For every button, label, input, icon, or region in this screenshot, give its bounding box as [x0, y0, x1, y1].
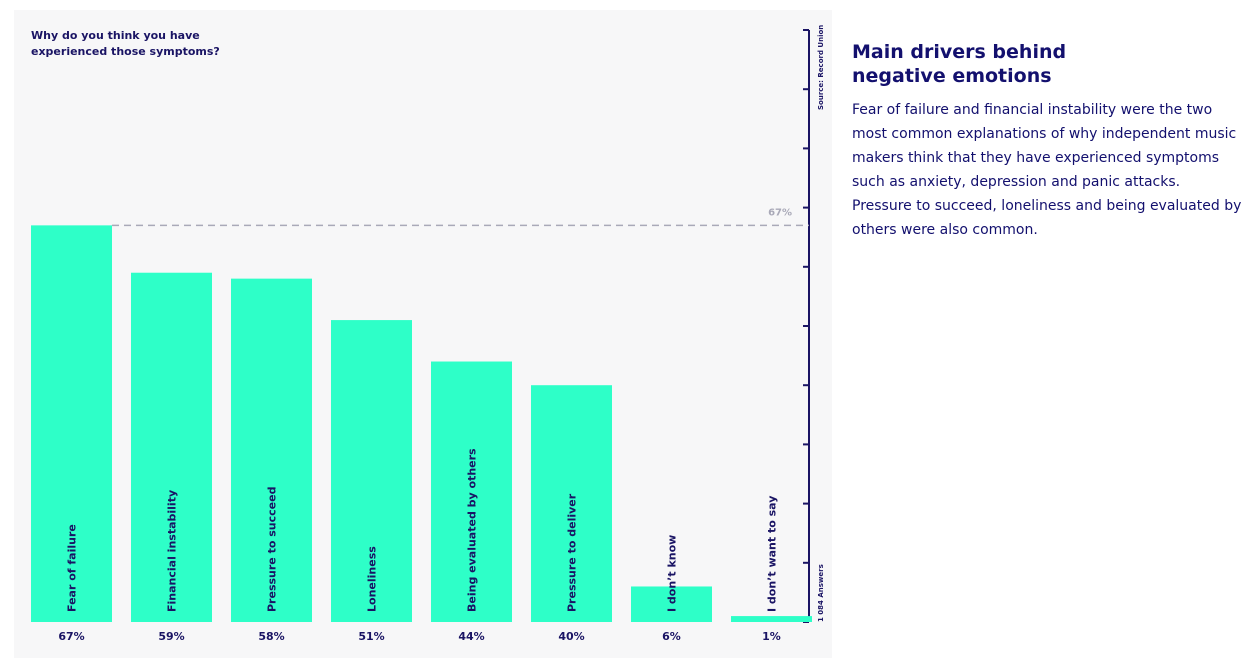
- bar-category-label: Being evaluated by others: [466, 448, 479, 612]
- bar-value-label: 67%: [58, 630, 84, 643]
- bar-category-label: Financial instability: [166, 490, 179, 612]
- side-title: Main drivers behind negative emotions: [852, 41, 1067, 87]
- bar-value-label: 40%: [558, 630, 584, 643]
- side-description: Fear of failure and financial instabilit…: [852, 102, 1242, 238]
- side-panel: Main drivers behind negative emotions Fe…: [852, 40, 1242, 242]
- bar-category-label: I don’t want to say: [766, 496, 779, 612]
- chart-title: Why do you think you have experienced th…: [31, 29, 220, 58]
- bar-value-label: 51%: [358, 630, 384, 643]
- reference-line-label: 67%: [768, 207, 792, 218]
- bar-value-label: 58%: [258, 630, 284, 643]
- bar-category-label: Loneliness: [366, 546, 379, 612]
- bar-chart: Fear of failure 67% Financial instability 5…: [31, 29, 812, 643]
- bar-value-label: 44%: [458, 630, 484, 643]
- bar: [431, 361, 512, 622]
- source-label: Source: Record Union: [817, 24, 825, 110]
- bar: [731, 616, 812, 622]
- bar-category-label: Fear of failure: [66, 524, 79, 612]
- answers-count-label: 1 084 Answers: [817, 564, 825, 622]
- bar: [231, 278, 312, 622]
- bar-value-label: 1%: [762, 630, 781, 643]
- bar: [331, 320, 412, 622]
- bar-value-label: 59%: [158, 630, 184, 643]
- bar: [531, 385, 612, 622]
- bar: [131, 272, 212, 622]
- bar-category-label: Pressure to deliver: [566, 493, 579, 612]
- chart-panel: Why do you think you have experienced th…: [14, 10, 832, 658]
- bar-category-label: I don’t know: [666, 535, 679, 612]
- bar: [31, 225, 112, 623]
- bar: [631, 586, 712, 622]
- bar-category-label: Pressure to succeed: [266, 487, 279, 612]
- bar-value-label: 6%: [662, 630, 681, 643]
